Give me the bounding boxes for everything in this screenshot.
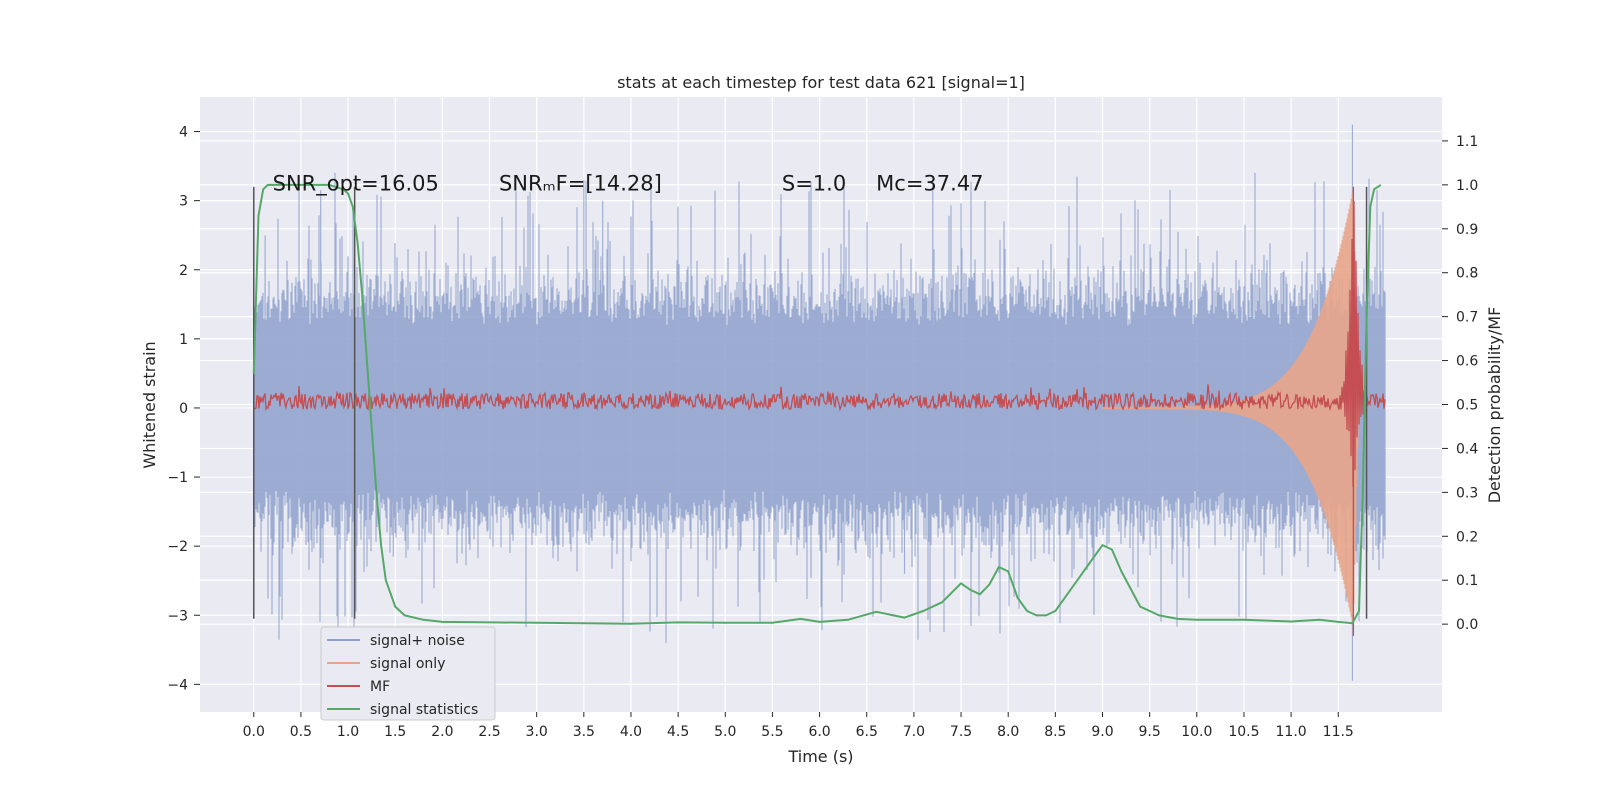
x-tick-label-12: 6.0 <box>808 724 830 740</box>
x-tick-label-23: 11.5 <box>1323 724 1354 740</box>
y-right-tick-label-7: 0.7 <box>1456 310 1478 326</box>
y-right-tick-label-6: 0.6 <box>1456 354 1478 370</box>
x-axis-ticks: 0.0 0.5 1.0 1.5 2.0 2.5 3.0 3.5 4.0 4.5 5.0 5.5 6.0 6… <box>243 712 1354 740</box>
x-tick-label-1: 0.5 <box>290 724 312 740</box>
y-tick-label-4: 0 <box>179 401 188 417</box>
y-right-tick-label-11: 1.1 <box>1456 134 1478 150</box>
y-right-tick-label-3: 0.3 <box>1456 485 1478 501</box>
annotation-3: Mᴄ=37.47 <box>876 171 983 195</box>
y-tick-label-2: −2 <box>167 539 188 555</box>
x-axis-label: Time (s) <box>787 747 853 766</box>
series-mf <box>253 186 1386 636</box>
x-tick-label-22: 11.0 <box>1276 724 1307 740</box>
x-tick-label-4: 2.0 <box>431 724 453 740</box>
x-tick-label-19: 9.5 <box>1139 724 1161 740</box>
y-axis-ticks: −4 −3 −2 −1 0 1 2 3 4 <box>167 125 200 693</box>
series-signal-only <box>1102 188 1360 628</box>
legend-label-signal-only: signal only <box>370 656 445 672</box>
series-signal-statistics <box>252 183 1382 625</box>
x-tick-label-3: 1.5 <box>384 724 406 740</box>
x-tick-label-15: 7.5 <box>950 724 972 740</box>
x-tick-label-6: 3.0 <box>526 724 548 740</box>
annotations: SNR_opt=16.05 SNRₘF=[14.28] S=1.0 Mᴄ=37.47 <box>273 171 984 196</box>
y-right-tick-label-1: 0.1 <box>1456 573 1478 589</box>
legend-label-signal-statistics: signal statistics <box>370 702 478 718</box>
x-tick-label-16: 8.0 <box>997 724 1019 740</box>
y-tick-label-6: 2 <box>179 263 188 279</box>
legend: signal+ noise signal only MF signal stat… <box>320 626 496 721</box>
y-tick-label-8: 4 <box>179 125 188 141</box>
vertical-markers <box>253 186 1368 619</box>
x-tick-label-17: 8.5 <box>1044 724 1066 740</box>
x-tick-label-7: 3.5 <box>573 724 595 740</box>
x-tick-label-5: 2.5 <box>478 724 500 740</box>
y-right-tick-label-2: 0.2 <box>1456 529 1478 545</box>
y-right-tick-label-5: 0.5 <box>1456 398 1478 414</box>
chart-title: stats at each timestep for test data 621… <box>617 73 1025 92</box>
y-right-tick-label-9: 0.9 <box>1456 222 1478 238</box>
y-tick-label-0: −4 <box>167 677 188 693</box>
legend-box <box>320 626 496 721</box>
x-tick-label-11: 5.5 <box>761 724 783 740</box>
y-tick-label-7: 3 <box>179 194 188 210</box>
x-tick-label-0: 0.0 <box>243 724 265 740</box>
mf-line <box>253 186 1386 636</box>
legend-label-mf: MF <box>370 679 390 695</box>
y-right-tick-label-4: 0.4 <box>1456 441 1478 457</box>
legend-label-signal-plus-noise: signal+ noise <box>370 633 465 649</box>
x-tick-label-20: 10.0 <box>1181 724 1212 740</box>
y-tick-label-5: 1 <box>179 332 188 348</box>
x-tick-label-14: 7.0 <box>903 724 925 740</box>
y-right-tick-label-0: 0.0 <box>1456 617 1478 633</box>
signal-statistics-line <box>252 183 1382 625</box>
y-right-axis-ticks: 0.0 0.1 0.2 0.3 0.4 0.5 0.6 0.7 0.8 0.9 1.0 1.1 <box>1442 134 1478 633</box>
x-tick-label-9: 4.5 <box>667 724 689 740</box>
signal-only-line <box>1102 188 1360 628</box>
x-tick-label-2: 1.0 <box>337 724 359 740</box>
annotation-2: S=1.0 <box>782 171 846 195</box>
y-right-tick-label-10: 1.0 <box>1456 178 1478 194</box>
x-tick-label-21: 10.5 <box>1228 724 1259 740</box>
x-tick-label-18: 9.0 <box>1091 724 1113 740</box>
y-tick-label-1: −3 <box>167 608 188 624</box>
x-tick-label-10: 5.0 <box>714 724 736 740</box>
y-right-tick-label-8: 0.8 <box>1456 266 1478 282</box>
x-tick-label-13: 6.5 <box>856 724 878 740</box>
annotation-1: SNRₘF=[14.28] <box>499 171 662 195</box>
y-right-axis-label: Detection probability/MF <box>1485 307 1504 504</box>
x-tick-label-8: 4.0 <box>620 724 642 740</box>
annotation-0: SNR_opt=16.05 <box>273 171 439 196</box>
y-axis-label: Whitened strain <box>140 341 159 468</box>
y-tick-label-3: −1 <box>167 470 188 486</box>
